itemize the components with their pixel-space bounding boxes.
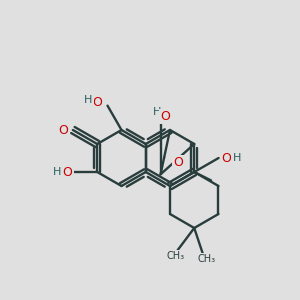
Text: CH₃: CH₃ xyxy=(167,251,184,261)
Text: H: H xyxy=(152,107,161,117)
Text: O: O xyxy=(62,166,72,178)
Text: O: O xyxy=(93,96,103,109)
Text: H: H xyxy=(53,167,61,177)
Text: H: H xyxy=(84,94,92,105)
Text: O: O xyxy=(58,124,68,136)
Text: O: O xyxy=(173,156,183,169)
Text: H: H xyxy=(232,153,241,163)
Text: CH₃: CH₃ xyxy=(198,254,216,264)
Text: O: O xyxy=(160,110,170,123)
Text: O: O xyxy=(222,152,232,164)
